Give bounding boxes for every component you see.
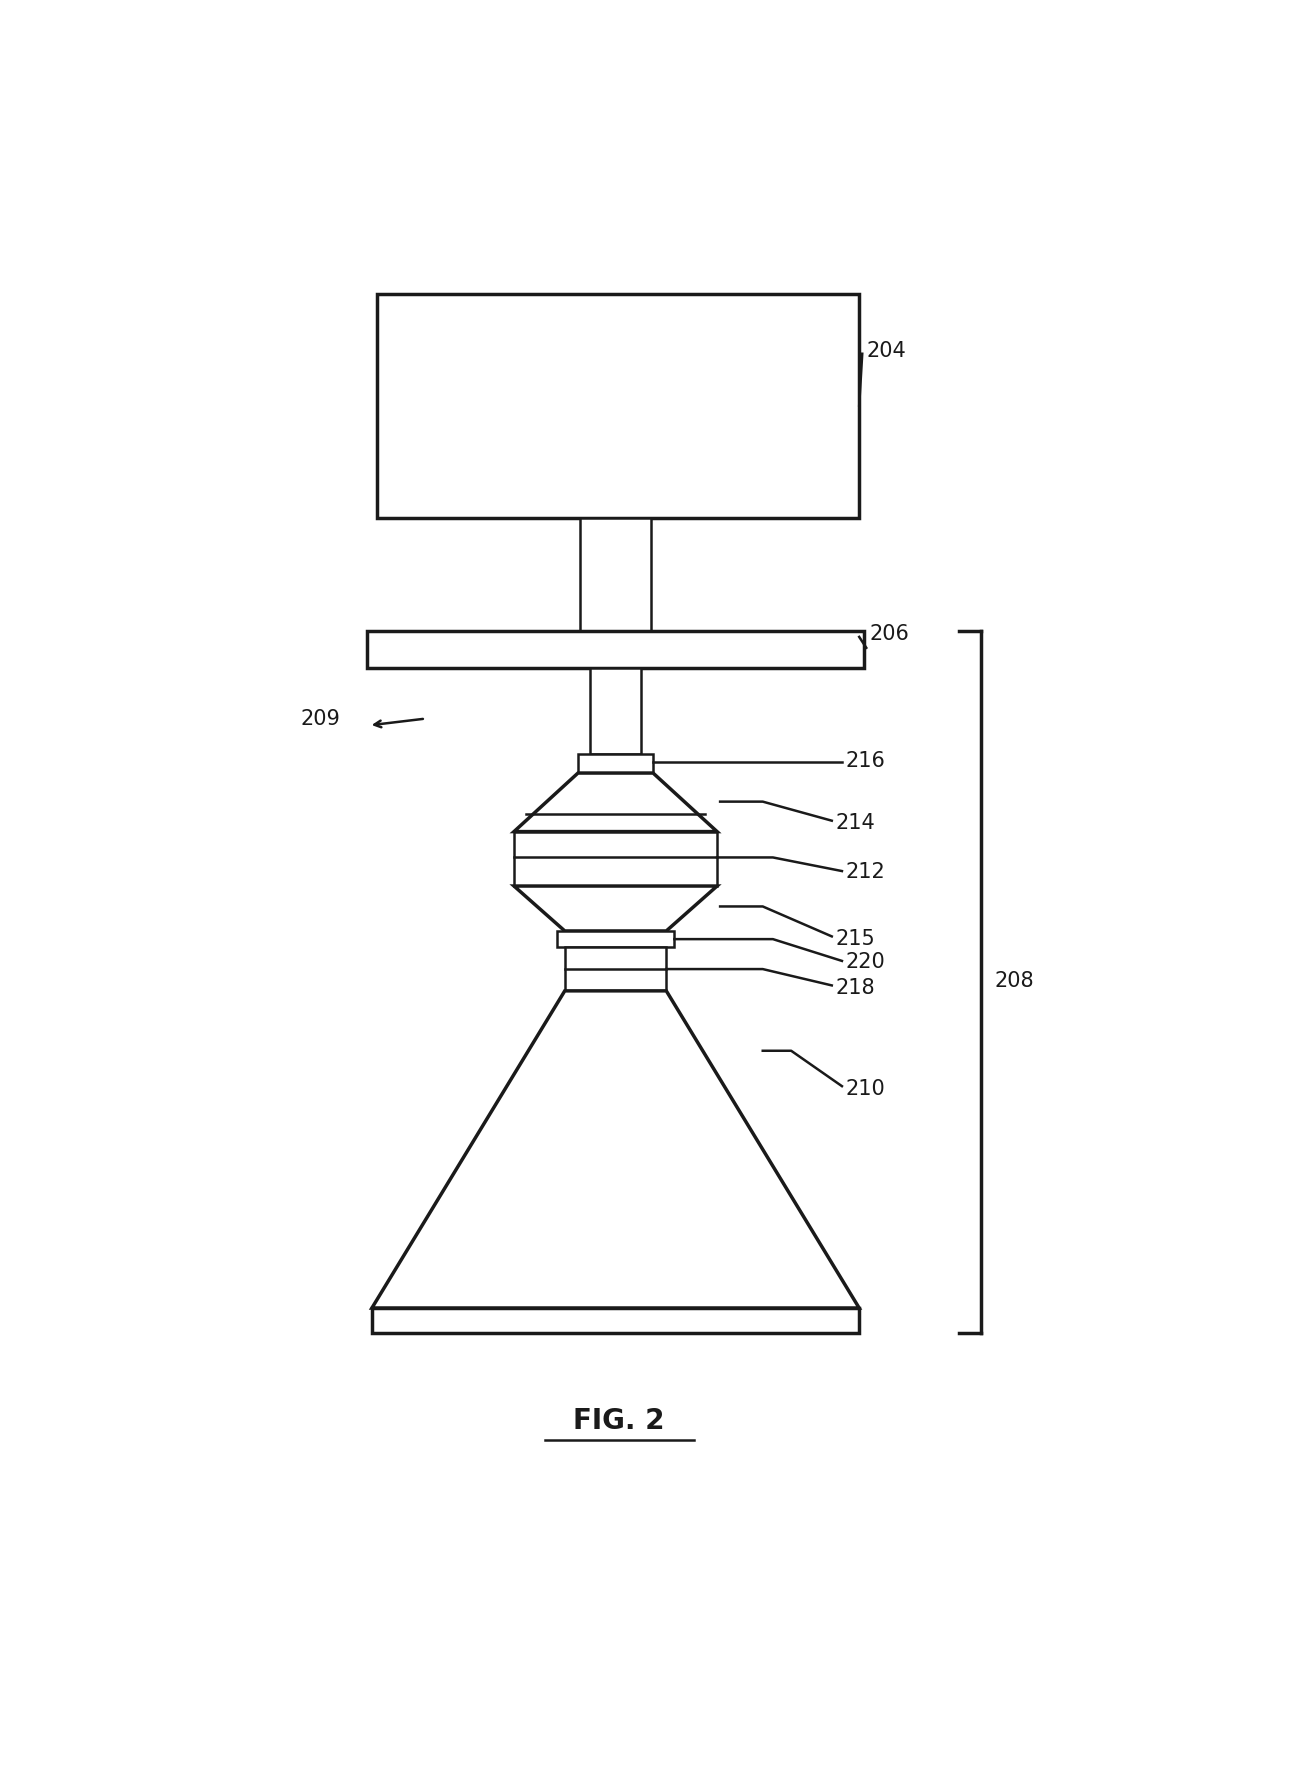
Text: 204: 204 bbox=[866, 341, 907, 361]
Text: 208: 208 bbox=[994, 971, 1034, 992]
Text: 209: 209 bbox=[301, 709, 341, 728]
Text: FIG. 2: FIG. 2 bbox=[572, 1407, 664, 1436]
Text: 220: 220 bbox=[846, 953, 886, 972]
Text: 212: 212 bbox=[846, 863, 886, 882]
Polygon shape bbox=[372, 990, 859, 1308]
Polygon shape bbox=[514, 773, 717, 831]
Bar bbox=[578, 753, 654, 773]
Text: 216: 216 bbox=[846, 751, 886, 771]
Bar bbox=[580, 518, 651, 631]
Text: 214: 214 bbox=[836, 813, 875, 833]
Bar bbox=[590, 668, 641, 753]
Text: 206: 206 bbox=[870, 624, 909, 644]
Bar bbox=[367, 631, 865, 668]
Bar bbox=[514, 831, 717, 886]
Bar bbox=[377, 293, 859, 518]
Bar bbox=[557, 932, 675, 948]
Text: 210: 210 bbox=[846, 1078, 886, 1100]
Text: 218: 218 bbox=[836, 978, 875, 999]
Polygon shape bbox=[514, 886, 717, 932]
Text: 215: 215 bbox=[836, 930, 875, 949]
Bar bbox=[372, 1308, 859, 1333]
Bar bbox=[565, 948, 667, 990]
